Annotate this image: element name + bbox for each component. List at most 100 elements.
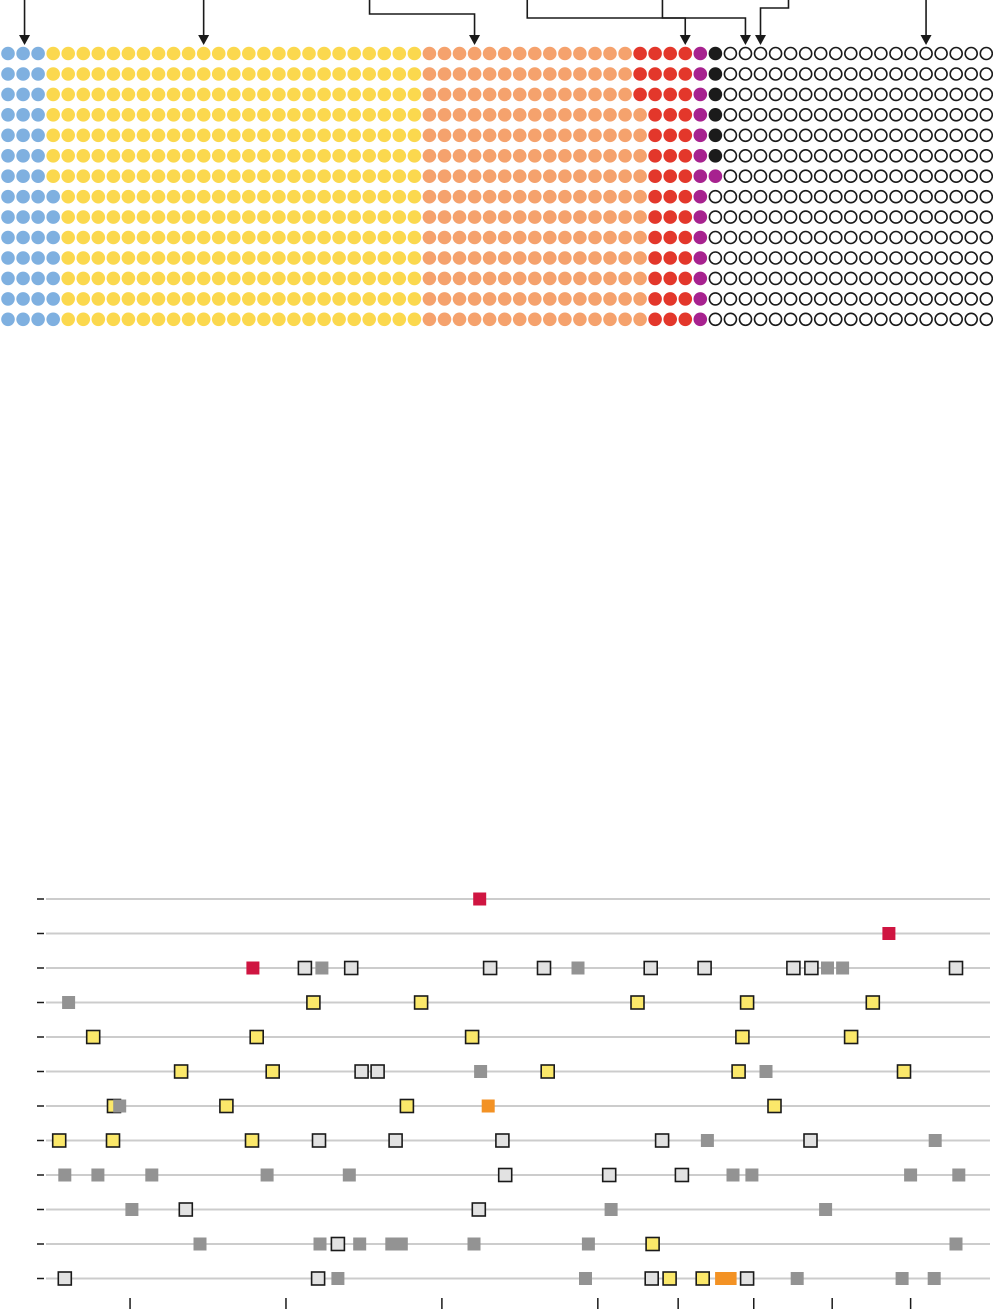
dot-empty [889, 189, 903, 204]
dot-yellow [151, 312, 166, 327]
dot-empty [723, 230, 738, 245]
dot-yellow [377, 108, 392, 122]
dot-yellow [136, 46, 151, 61]
dot-yellow [257, 230, 271, 245]
dot-orange [588, 210, 602, 224]
square-yellow [739, 995, 755, 1010]
dot-orange [437, 46, 452, 61]
dot-orange [573, 230, 587, 245]
dot-empty [964, 128, 979, 143]
dot-empty [979, 169, 993, 183]
dot-empty [813, 189, 828, 204]
dot-yellow [392, 210, 407, 224]
dot-empty [723, 271, 738, 286]
dot-yellow [347, 210, 362, 224]
square-yellow [865, 995, 881, 1010]
dot-empty [813, 67, 828, 81]
dot-yellow [196, 67, 211, 81]
dot-empty [979, 210, 993, 224]
dot-orange [437, 251, 452, 265]
dot-yellow [317, 271, 331, 286]
dot-yellow [166, 169, 181, 183]
dot-blue [46, 230, 60, 245]
dot-empty [919, 189, 933, 204]
dot-yellow [151, 189, 166, 204]
dot-row [1, 230, 993, 245]
dot-orange [482, 271, 497, 286]
dot-orange [543, 169, 557, 183]
dot-yellow [46, 46, 60, 61]
dot-yellow [362, 67, 377, 81]
dot-yellow [121, 87, 136, 102]
dot-yellow [166, 128, 181, 143]
dot-orange [573, 251, 587, 265]
dot-empty [934, 169, 948, 183]
dot-orange [558, 292, 572, 306]
dot-blue [16, 312, 30, 327]
arrow-purple-head [739, 35, 751, 45]
dot-orange [422, 108, 437, 122]
dot-empty [753, 46, 768, 61]
dot-yellow [302, 210, 316, 224]
dot-orange [422, 189, 437, 204]
dot-orange [497, 46, 512, 61]
dot-yellow [407, 46, 422, 61]
dot-empty [904, 230, 918, 245]
dot-empty [798, 210, 813, 224]
dot-yellow [121, 312, 136, 327]
arrow-empty-head [920, 35, 932, 45]
dot-empty [843, 251, 858, 265]
dot-orange [512, 169, 527, 183]
dot-yellow [151, 169, 166, 183]
dot-empty [843, 312, 858, 327]
dot-orange [437, 67, 452, 81]
dot-empty [979, 292, 993, 306]
dot-empty [964, 251, 979, 265]
dot-empty [828, 271, 843, 286]
dot-empty [979, 128, 993, 143]
dot-orange [467, 46, 482, 61]
dot-row [1, 312, 993, 327]
dot-orange [618, 312, 632, 327]
dot-yellow [76, 128, 91, 143]
dot-orange [573, 169, 587, 183]
dot-orange [618, 271, 632, 286]
dot-empty [768, 128, 783, 143]
dot-orange [482, 67, 497, 81]
dot-orange [467, 312, 482, 327]
dot-orange [528, 128, 542, 143]
dot-empty [874, 46, 888, 61]
dot-empty [723, 189, 738, 204]
dot-orange [452, 189, 467, 204]
dot-empty [738, 210, 753, 224]
dot-empty [949, 149, 964, 163]
dot-yellow [347, 189, 362, 204]
dot-empty [798, 149, 813, 163]
dot-yellow [181, 149, 196, 163]
dot-yellow [227, 128, 241, 143]
dot-yellow [196, 230, 211, 245]
dot-yellow [287, 67, 301, 81]
dot-yellow [151, 292, 166, 306]
dot-orange [528, 46, 542, 61]
dot-yellow [106, 46, 121, 61]
dot-yellow [227, 271, 241, 286]
dot-empty [889, 230, 903, 245]
dot-yellow [347, 149, 362, 163]
dot-empty [889, 128, 903, 143]
dot-empty [934, 149, 948, 163]
dot-yellow [392, 67, 407, 81]
dot-empty [904, 210, 918, 224]
dot-yellow [332, 46, 346, 61]
dot-empty [919, 128, 933, 143]
dot-blue [16, 149, 30, 163]
dot-empty [813, 149, 828, 163]
dot-orange [497, 189, 512, 204]
dot-yellow [211, 189, 226, 204]
square-gray [193, 1237, 207, 1251]
dot-empty [979, 108, 993, 122]
square-gray [474, 1065, 488, 1078]
dot-empty [949, 271, 964, 286]
dot-yellow [227, 292, 241, 306]
dot-blue [46, 189, 60, 204]
